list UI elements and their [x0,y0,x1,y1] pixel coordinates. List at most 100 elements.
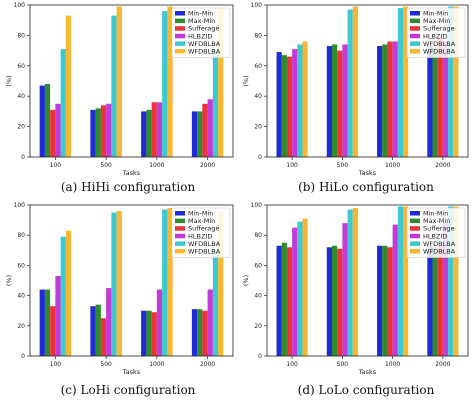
bar-sufferage [50,306,56,356]
y-tick-label: 40 [17,293,25,300]
x-tick-label: 1000 [149,162,164,169]
legend-swatch [175,49,185,54]
bar-wfdblba [297,221,303,356]
bar-min-min [276,245,282,356]
bar-max-min [146,109,152,157]
bar-sufferage [100,105,107,157]
bar-wfdblba [302,41,308,158]
bar-sufferage [202,103,208,157]
plot-frame [29,204,234,357]
legend-box [171,7,231,58]
bar-sufferage [202,310,208,356]
x-tick-label: 2000 [435,361,450,368]
chart-panel-2: 0 20 40 60 80 100 (%) 100 500 1000 2000 Tasks Min-Mi… [242,2,469,194]
bar-sufferage [387,41,393,158]
bar-hlbzid [392,224,398,356]
bar-hlbzid [292,49,298,157]
legend-label: HLBZID [188,232,212,240]
x-tick-label: 500 [337,162,349,169]
bar-min-min [191,111,198,157]
plot-frame [266,204,469,357]
plot-frame [266,4,469,158]
bar-wfdblba [403,206,409,356]
legend-label: HLBZID [423,232,447,240]
y-tick-label: 100 [14,202,26,209]
bar-wfdblba [218,211,224,356]
bar-max-min [44,289,51,356]
y-tick-label: 60 [254,63,262,70]
y-tick-label: 40 [254,293,262,300]
y-tick-label: 0 [258,154,262,161]
y-tick-label: 80 [254,32,262,39]
x-tick-label: 500 [337,361,349,368]
bar-min-min [141,310,147,356]
y-tick-label: 20 [254,124,262,131]
x-tick-label: 100 [286,162,298,169]
y-axis-label: (%) [5,275,13,286]
legend-box [406,7,466,58]
bar-wfdblba [116,211,122,356]
legend-swatch [175,41,185,46]
legend-label: Sufferage [188,25,220,33]
legend-swatch [410,26,420,31]
bar-wfdblba [212,250,219,356]
bar-sufferage [100,318,107,356]
bar-hlbzid [55,275,61,356]
legend-swatch [410,233,420,239]
bar-sufferage [151,102,157,157]
x-tick-label: 100 [286,361,298,368]
bar-max-min [382,44,388,157]
bar-min-min [326,46,332,157]
bar-hlbzid [106,103,112,157]
bar-max-min [281,55,287,157]
bar-max-min [146,310,152,356]
y-tick-label: 40 [17,93,25,100]
bar-min-min [141,111,147,157]
bar-min-min [377,46,383,157]
legend-swatch [410,226,420,231]
bar-min-min [90,109,96,157]
bar-sufferage [437,36,443,157]
x-tick-label: 1000 [385,361,400,368]
x-tick-label: 2000 [200,162,215,169]
legend-swatch [175,26,185,31]
bar-wfdblba [167,6,173,157]
bar-wfdblba [453,6,459,157]
legend-swatch [175,218,185,224]
legend-swatch [410,211,420,216]
bar-wfdblba [347,9,353,158]
x-tick-label: 100 [50,361,62,368]
bar-wfdblba [352,208,358,356]
bar-wfdblba [60,49,66,157]
legend-swatch [175,211,185,216]
legend-box [406,207,466,258]
bar-max-min [331,245,338,356]
bar-min-min [276,52,282,158]
bar-hlbzid [442,223,449,356]
legend-swatch [410,41,420,46]
bar-sufferage [151,312,157,356]
bar-max-min [95,108,101,157]
bar-max-min [197,309,203,356]
y-tick-label: 0 [258,353,262,360]
bar-wfdblba [397,8,404,158]
panel-caption: (b) HiLo configuration [298,180,434,194]
chart-panel-4: 0 20 40 60 80 100 (%) 100 500 1000 2000 Tasks Min-Mi… [242,202,469,397]
bar-sufferage [50,109,56,157]
x-tick-label: 500 [100,361,112,368]
legend-label: Max-Min [188,217,215,225]
legend-swatch [175,241,185,246]
bar-wfdblba [403,6,409,157]
legend-swatch [175,11,185,16]
x-tick-label: 2000 [435,162,450,169]
panel-caption: (d) LoLo configuration [298,383,435,397]
legend-label: HLBZID [188,32,212,40]
bar-wfdblba [448,206,454,356]
y-tick-label: 20 [254,323,262,330]
x-tick-label: 1000 [149,361,164,368]
bar-hlbzid [342,44,348,157]
legend-label: Max-Min [188,17,215,25]
legend-label: Sufferage [188,225,220,233]
legend-label: Min-Min [423,10,448,18]
bar-min-min [427,245,433,356]
